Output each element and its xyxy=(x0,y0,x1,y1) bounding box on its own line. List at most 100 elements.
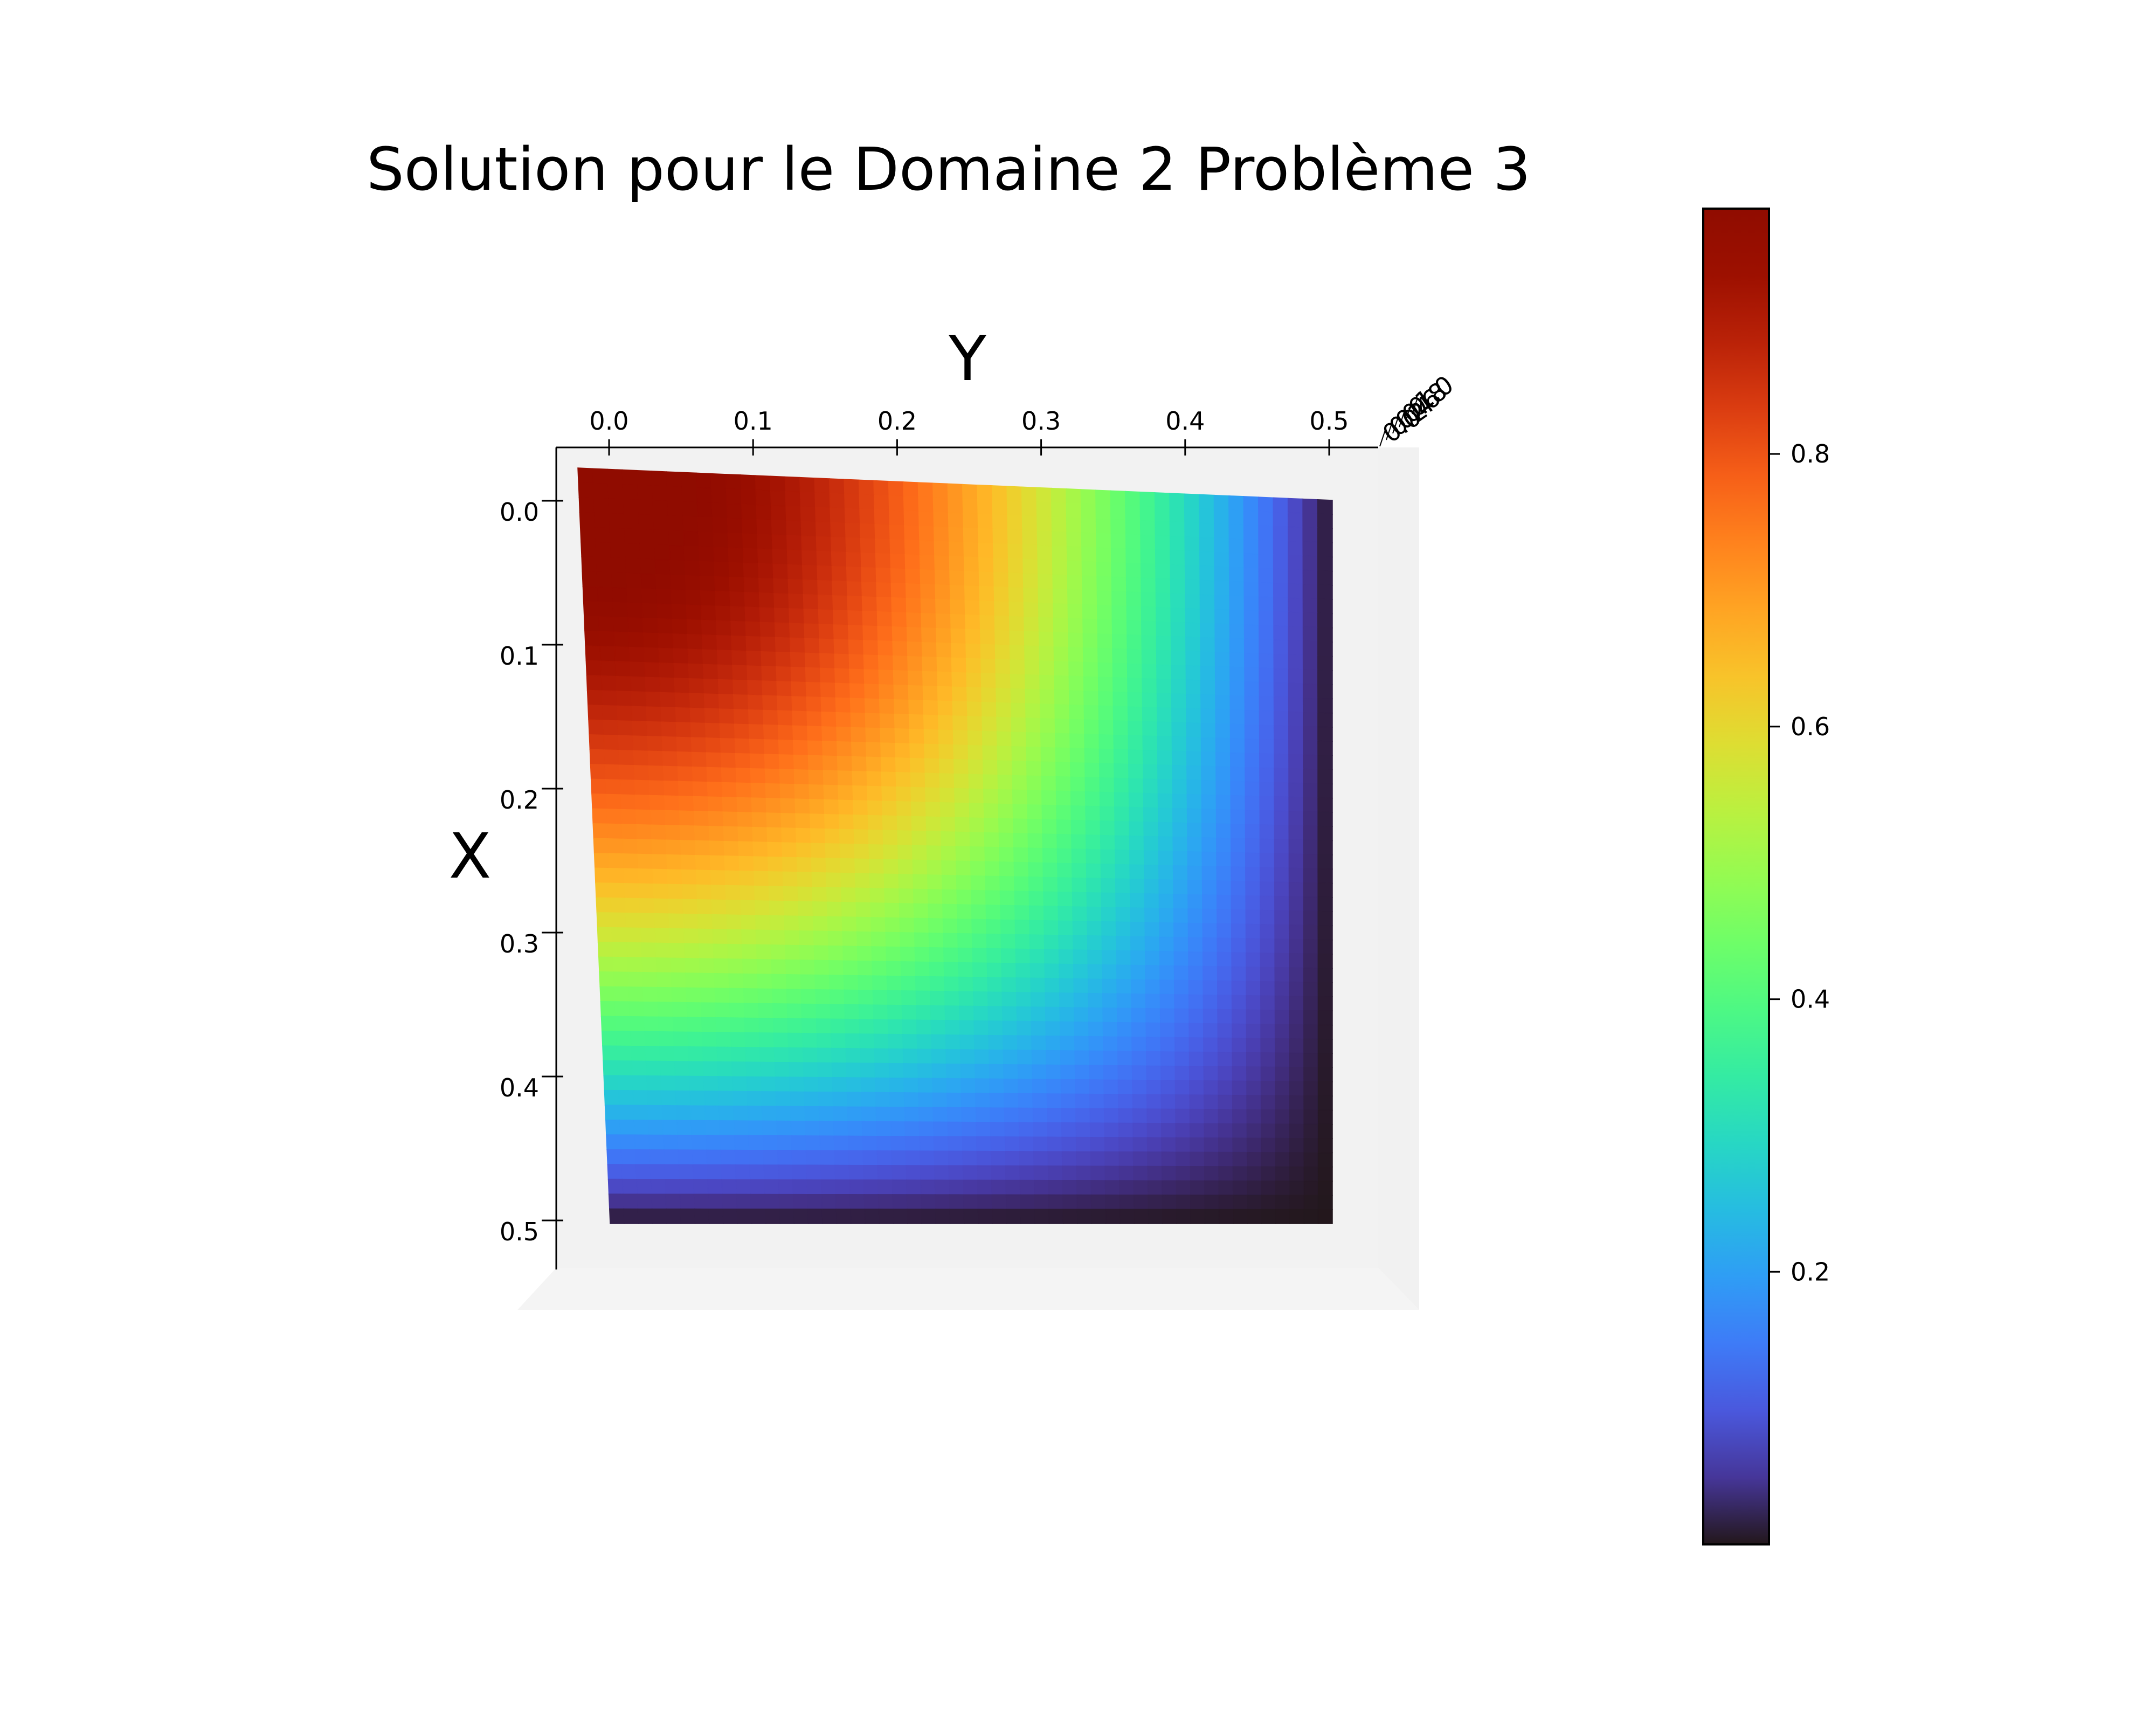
heatmap-cell xyxy=(1201,765,1217,782)
heatmap-cell xyxy=(846,566,862,583)
heatmap-cell xyxy=(977,1209,993,1224)
heatmap-cell xyxy=(1087,964,1103,980)
heatmap-cell xyxy=(918,511,935,527)
heatmap-cell xyxy=(910,786,927,803)
heatmap-cell xyxy=(805,1150,821,1166)
heatmap-cell xyxy=(1160,1065,1176,1081)
heatmap-cell xyxy=(1288,654,1304,670)
heatmap-cell xyxy=(1317,939,1333,955)
heatmap-cell xyxy=(877,655,894,671)
heatmap-cell xyxy=(928,903,944,920)
heatmap-cell xyxy=(879,699,895,715)
heatmap-cell xyxy=(662,751,679,767)
heatmap-cell xyxy=(664,810,681,826)
heatmap-cell xyxy=(958,962,974,978)
heatmap-cell xyxy=(802,579,819,596)
heatmap-cell xyxy=(1080,489,1096,505)
heatmap-cell xyxy=(1074,1022,1089,1037)
heatmap-cell xyxy=(824,799,840,816)
heatmap-cell xyxy=(700,987,716,1004)
heatmap-cell xyxy=(1217,937,1232,953)
heatmap-cell xyxy=(881,771,897,788)
heatmap-cell xyxy=(696,502,713,519)
heatmap-cell xyxy=(1259,853,1275,868)
heatmap-cell xyxy=(1243,539,1259,555)
heatmap-cell xyxy=(843,975,859,991)
heatmap-cell xyxy=(962,1150,978,1167)
heatmap-cell xyxy=(635,1164,652,1180)
heatmap-cell xyxy=(1230,823,1246,839)
heatmap-cell xyxy=(651,824,667,841)
heatmap-cell xyxy=(1217,980,1233,996)
heatmap-cell xyxy=(710,885,727,901)
heatmap-cell xyxy=(749,1164,765,1181)
heatmap-cell xyxy=(887,1004,903,1020)
heatmap-cell xyxy=(1014,891,1030,907)
heatmap-cell xyxy=(1186,794,1203,810)
heatmap-cell xyxy=(729,1003,745,1019)
heatmap-cell xyxy=(986,919,1001,935)
heatmap-cell xyxy=(1001,991,1018,1008)
heatmap-cell xyxy=(935,1194,950,1210)
heatmap-cell xyxy=(1042,848,1058,864)
heatmap-cell xyxy=(777,695,793,712)
heatmap-cell xyxy=(1042,833,1058,850)
heatmap-cell xyxy=(704,708,721,724)
heatmap-cell xyxy=(951,686,968,702)
heatmap-cell xyxy=(772,549,789,565)
heatmap-cell xyxy=(1022,544,1039,561)
heatmap-cell xyxy=(628,1001,645,1017)
heatmap-cell xyxy=(959,1049,976,1065)
y-tick-label: 0.3 xyxy=(500,929,539,958)
heatmap-cell xyxy=(1288,711,1304,727)
heatmap-cell xyxy=(1088,1007,1104,1023)
heatmap-cell xyxy=(757,534,773,550)
heatmap-cell xyxy=(684,560,701,577)
heatmap-cell xyxy=(970,875,986,891)
heatmap-cell xyxy=(1157,764,1173,781)
heatmap-cell xyxy=(787,1032,804,1048)
heatmap-cell xyxy=(730,1032,747,1048)
heatmap-cell xyxy=(837,770,853,786)
heatmap-cell xyxy=(1018,1079,1033,1094)
heatmap-cell xyxy=(623,853,639,870)
heatmap-cell xyxy=(955,846,971,862)
heatmap-cell xyxy=(1096,576,1112,592)
heatmap-cell xyxy=(1317,1209,1333,1224)
heatmap-cell xyxy=(1014,876,1029,892)
heatmap-cell xyxy=(1004,1093,1019,1109)
heatmap-cell xyxy=(1184,522,1200,538)
heatmap-cell xyxy=(885,932,901,948)
heatmap-cell xyxy=(1117,1079,1134,1095)
heatmap-cell xyxy=(726,914,742,930)
colorbar-tick-label: 0.2 xyxy=(1791,1257,1830,1286)
heatmap-cell xyxy=(976,1150,992,1167)
heatmap-cell xyxy=(1185,579,1201,595)
heatmap-cell xyxy=(1112,677,1128,693)
heatmap-cell xyxy=(616,691,632,707)
heatmap-cell xyxy=(1259,696,1275,712)
heatmap-cell xyxy=(1046,1064,1062,1080)
heatmap-cell xyxy=(1170,636,1186,652)
heatmap-cell xyxy=(873,480,889,496)
heatmap-cell xyxy=(600,660,617,677)
heatmap-cell xyxy=(815,1004,831,1020)
heatmap-cell xyxy=(631,706,647,722)
heatmap-cell xyxy=(1229,595,1245,611)
heatmap-cell xyxy=(1033,1136,1048,1152)
heatmap-cell xyxy=(923,714,939,730)
x-tick-label: 0.2 xyxy=(877,406,917,436)
heatmap-cell xyxy=(1246,1052,1262,1068)
heatmap-cell xyxy=(1244,695,1260,712)
heatmap-cell xyxy=(1230,809,1246,825)
heatmap-cell xyxy=(1095,504,1111,520)
heatmap-cell xyxy=(1259,710,1275,726)
heatmap-cell xyxy=(683,530,700,547)
heatmap-cell xyxy=(835,697,852,714)
heatmap-cell xyxy=(951,672,968,688)
heatmap-cell xyxy=(625,558,642,575)
heatmap-cell xyxy=(946,1092,962,1108)
heatmap-cell xyxy=(1036,487,1052,503)
heatmap-cell xyxy=(626,927,642,943)
heatmap-cell xyxy=(1215,737,1231,754)
